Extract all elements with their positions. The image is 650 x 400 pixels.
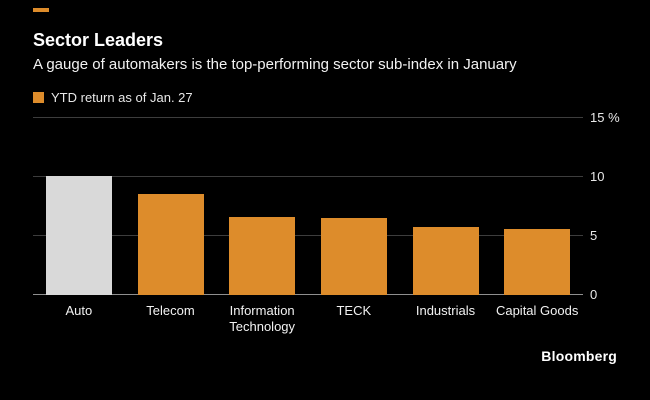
y-tick-label-0: 0 (590, 287, 598, 302)
x-axis-labels: Auto Telecom Information Technology TECK Ind… (33, 303, 583, 343)
bloomberg-logo: Bloomberg (541, 348, 617, 364)
chart-plot (33, 117, 583, 295)
legend: YTD return as of Jan. 27 (33, 90, 193, 105)
accent-tick (33, 8, 49, 12)
bar-information-technology (229, 217, 296, 295)
x-label-information-technology: Information Technology (229, 303, 296, 334)
gridline-10 (33, 176, 583, 177)
legend-swatch-icon (33, 92, 44, 103)
bar-industrials (412, 226, 479, 295)
chart-subtitle: A gauge of automakers is the top-perform… (33, 56, 517, 73)
x-label-auto: Auto (65, 303, 93, 318)
bar-capital-goods (504, 228, 571, 295)
chart-title: Sector Leaders (33, 30, 164, 50)
gridline-0 (33, 294, 583, 295)
legend-label: YTD return as of Jan. 27 (51, 90, 193, 105)
bar-teck (320, 218, 387, 295)
gridline-5 (33, 235, 583, 236)
y-axis-labels: 0 5 10 15 % (590, 110, 645, 302)
bar-telecom (137, 193, 204, 295)
x-label-capital-goods: Capital Goods (495, 303, 579, 318)
y-tick-label-5: 5 (590, 228, 598, 243)
bar-auto (45, 175, 112, 295)
x-label-teck: TECK (336, 303, 372, 318)
x-label-telecom: Telecom (146, 303, 195, 318)
x-label-industrials: Industrials (415, 303, 476, 318)
y-tick-label-10: 10 (590, 169, 605, 184)
gridline-15 (33, 117, 583, 118)
y-tick-label-15: 15 % (590, 110, 620, 125)
